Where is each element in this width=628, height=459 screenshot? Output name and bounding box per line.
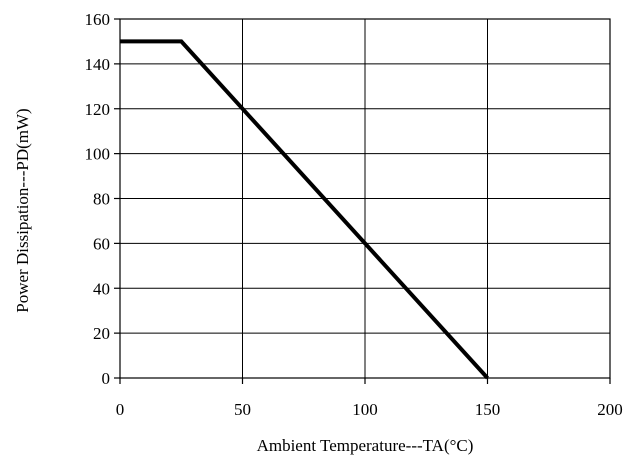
y-tick-label: 20 [93,324,110,343]
derating-curve [120,39,489,380]
x-axis-ticks: 0 50 100 150 200 [116,378,623,419]
x-tick-label: 150 [475,400,501,419]
grid [119,18,611,379]
y-tick-label: 160 [85,10,111,29]
x-tick-label: 0 [116,400,125,419]
y-tick-label: 40 [93,279,110,298]
y-tick-label: 0 [102,369,111,388]
y-axis-ticks: 0 20 40 60 80 100 120 140 160 [85,10,120,388]
y-tick-label: 120 [85,100,111,119]
y-tick-label: 80 [93,190,110,209]
x-tick-label: 200 [597,400,623,419]
x-tick-label: 100 [352,400,378,419]
y-tick-label: 100 [85,145,111,164]
x-axis-title: Ambient Temperature---TA(°C) [257,436,474,455]
x-tick-label: 50 [234,400,251,419]
y-tick-label: 60 [93,234,110,253]
series-layer [120,39,489,380]
y-tick-label: 140 [85,55,111,74]
y-axis-title: Power Dissipation---PD(mW) [13,108,32,312]
